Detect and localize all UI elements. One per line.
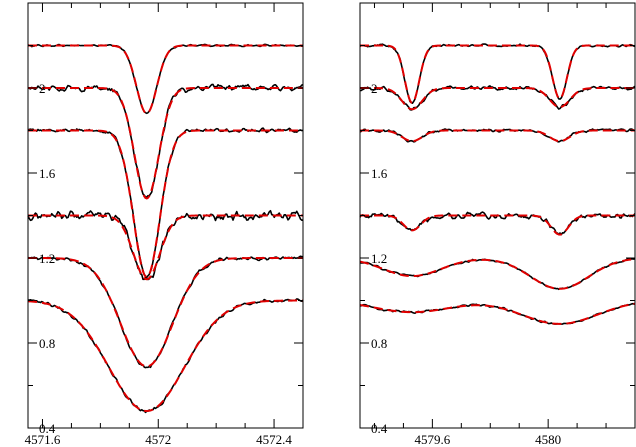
model-spectrum-1 xyxy=(28,44,303,115)
y-tick-label: 2 xyxy=(39,81,46,96)
y-tick-label: 2 xyxy=(371,81,378,96)
observed-spectrum-1 xyxy=(27,43,304,115)
observed-spectrum-1 xyxy=(359,43,636,105)
model-spectrum-1 xyxy=(360,44,635,104)
y-tick-label: 0.4 xyxy=(371,421,388,436)
right-panel: 4579.6 4580 0.4 0.8 1.2 1.6 2 xyxy=(359,2,636,447)
observed-spectrum-2 xyxy=(359,85,636,111)
model-spectrum-3 xyxy=(360,129,635,143)
observed-spectrum-4 xyxy=(27,209,304,281)
y-tick-label: 0.8 xyxy=(39,336,55,351)
y-tick-label: 1.6 xyxy=(39,166,56,181)
y-tick-label: 1.2 xyxy=(39,251,55,266)
y-tick-label: 1.2 xyxy=(371,251,387,266)
observed-spectrum-6 xyxy=(359,302,636,325)
model-spectrum-6 xyxy=(27,299,303,412)
model-spectrum-4 xyxy=(360,214,635,236)
x-tick-label: 4572 xyxy=(145,432,171,447)
model-spectrum-2 xyxy=(360,87,635,111)
model-spectrum-5 xyxy=(359,258,636,290)
model-spectrum-4 xyxy=(28,214,303,281)
model-spectrum-2 xyxy=(28,87,303,200)
model-spectrum-3 xyxy=(28,129,303,279)
model-spectrum-5 xyxy=(28,257,303,368)
observed-spectrum-3 xyxy=(27,127,304,279)
x-tick-label: 4571.6 xyxy=(25,432,61,447)
x-tick-label: 4580 xyxy=(535,432,561,447)
observed-spectrum-6 xyxy=(27,298,304,414)
model-spectrum-6 xyxy=(359,302,636,325)
y-tick-label: 0.4 xyxy=(39,421,56,436)
left-panel: 4571.6 4572 4572.4 0.4 0.8 1.2 1.6 2 xyxy=(25,2,304,447)
y-tick-label: 0.8 xyxy=(371,336,387,351)
observed-spectrum-5 xyxy=(27,255,304,369)
y-tick-label: 1.6 xyxy=(371,166,388,181)
x-tick-label: 4572.4 xyxy=(256,432,292,447)
x-tick-label: 4579.6 xyxy=(414,432,450,447)
